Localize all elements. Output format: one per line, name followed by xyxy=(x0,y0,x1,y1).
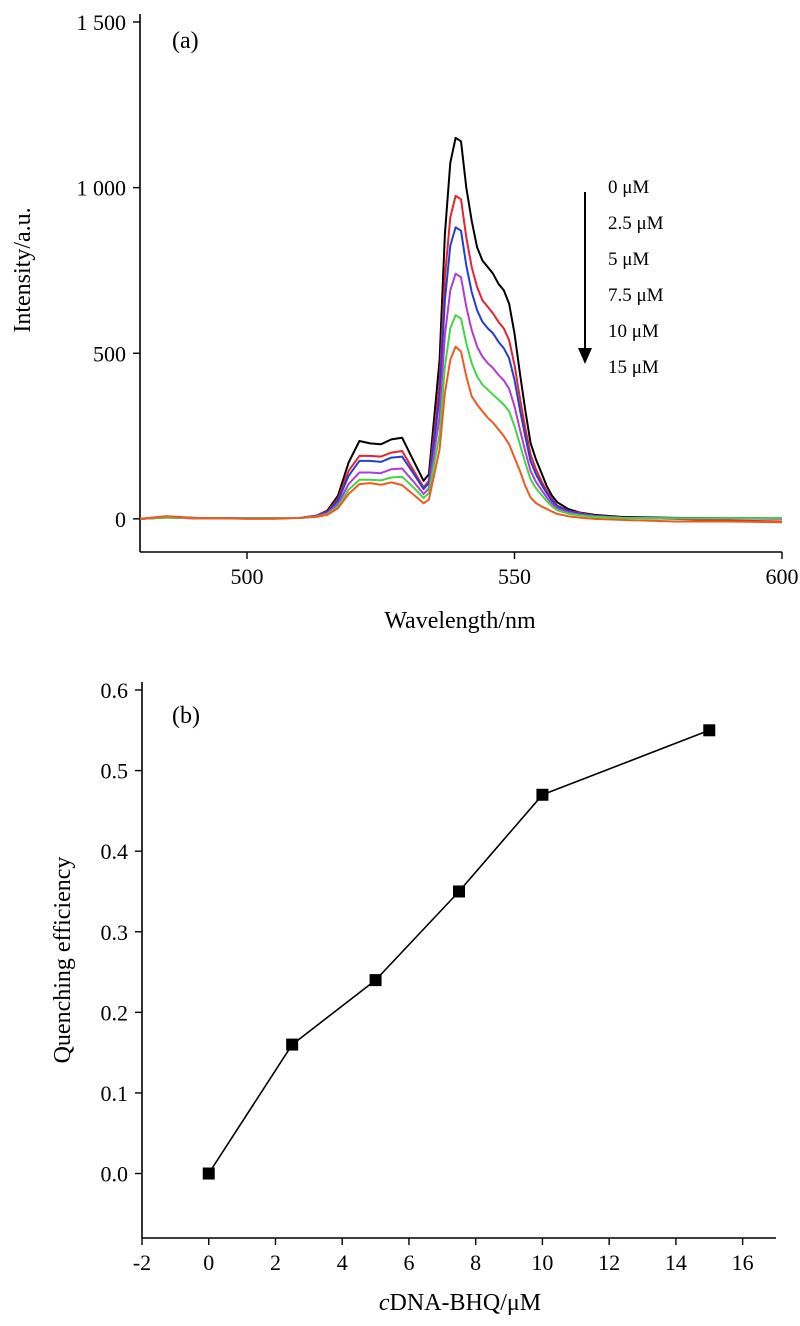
panel-a-x-axis-title: Wavelength/nm xyxy=(384,608,536,634)
data-point-marker xyxy=(453,885,465,898)
panel-a-axes xyxy=(139,14,782,553)
series-line-0 xyxy=(208,729,710,1174)
panel-a-ticks: 500 550 600 0 500 1 000 1 500 xyxy=(77,10,799,589)
x-tick-label: 16 xyxy=(732,1250,754,1275)
data-point-marker xyxy=(536,788,549,801)
y-tick-label: 1 500 xyxy=(77,10,127,35)
panel-a-label: (a) xyxy=(172,28,199,54)
series-line-0 xyxy=(139,136,782,520)
x-tick-label: 10 xyxy=(531,1250,553,1275)
panel-a-legend: 0 μM 2.5 μM 5 μM 7.5 μM 10 μM 15 μM xyxy=(578,177,664,378)
chart-panel-a: 500 550 600 0 500 1 000 1 500 (a) Wavelength/n… xyxy=(10,10,799,634)
x-tick-label: 2 xyxy=(270,1250,281,1275)
y-tick-label: 0.3 xyxy=(101,920,129,945)
series-line-5 xyxy=(139,345,783,524)
legend-entry-0: 0 μM xyxy=(608,177,649,198)
panel-b-axes xyxy=(141,682,776,1239)
chart-panel-b: -2 0 2 4 6 8 10 12 14 16 0.0 0.1 0.2 0.3 0.4 0.5 0.6 (b)… xyxy=(50,678,776,1316)
y-tick-label: 0 xyxy=(115,507,126,532)
y-tick-label: 1 000 xyxy=(77,176,127,201)
data-point-marker xyxy=(703,724,716,737)
x-tick-label: 550 xyxy=(498,564,531,589)
series-line-2 xyxy=(139,226,783,520)
data-point-marker xyxy=(286,1038,299,1051)
panel-b-x-axis-title-prefix: c xyxy=(379,1290,390,1316)
data-point-marker xyxy=(369,974,382,987)
x-tick-label: 6 xyxy=(403,1250,414,1275)
legend-entry-5: 15 μM xyxy=(608,357,659,378)
y-tick-label: 0.2 xyxy=(101,1000,129,1025)
panel-b-series xyxy=(202,724,716,1180)
legend-entry-1: 2.5 μM xyxy=(608,213,664,234)
panel-b-y-axis-title: Quenching efficiency xyxy=(50,857,76,1064)
panel-b-label: (b) xyxy=(172,703,200,729)
x-tick-label: 600 xyxy=(766,564,799,589)
panel-b-x-axis-title: cDNA-BHQ/μM xyxy=(379,1290,541,1316)
x-tick-label: -2 xyxy=(133,1250,151,1275)
data-point-marker xyxy=(202,1167,215,1180)
x-tick-label: 500 xyxy=(231,564,264,589)
series-line-3 xyxy=(139,272,783,520)
y-tick-label: 500 xyxy=(93,341,126,366)
legend-entry-4: 10 μM xyxy=(608,321,659,342)
panel-a-series xyxy=(139,136,783,524)
panel-b-ticks: -2 0 2 4 6 8 10 12 14 16 0.0 0.1 0.2 0.3 0.4 0.5 0.6 xyxy=(101,678,754,1275)
panel-a-y-axis-title: Intensity/a.u. xyxy=(10,207,36,332)
x-tick-label: 14 xyxy=(665,1250,687,1275)
x-tick-label: 8 xyxy=(470,1250,481,1275)
legend-entry-3: 7.5 μM xyxy=(608,285,664,306)
y-tick-label: 0.5 xyxy=(101,759,129,784)
panel-b-x-axis-title-rest: DNA-BHQ/μM xyxy=(390,1290,542,1316)
y-tick-label: 0.1 xyxy=(101,1081,129,1106)
series-line-4 xyxy=(139,314,782,520)
legend-arrow-head xyxy=(578,348,592,364)
x-tick-label: 0 xyxy=(203,1250,214,1275)
x-tick-label: 4 xyxy=(337,1250,348,1275)
legend-entry-2: 5 μM xyxy=(608,249,649,270)
series-line-1 xyxy=(139,194,783,523)
y-tick-label: 0.0 xyxy=(101,1162,129,1187)
y-tick-label: 0.6 xyxy=(101,678,129,703)
y-tick-label: 0.4 xyxy=(101,839,129,864)
x-tick-label: 12 xyxy=(598,1250,620,1275)
